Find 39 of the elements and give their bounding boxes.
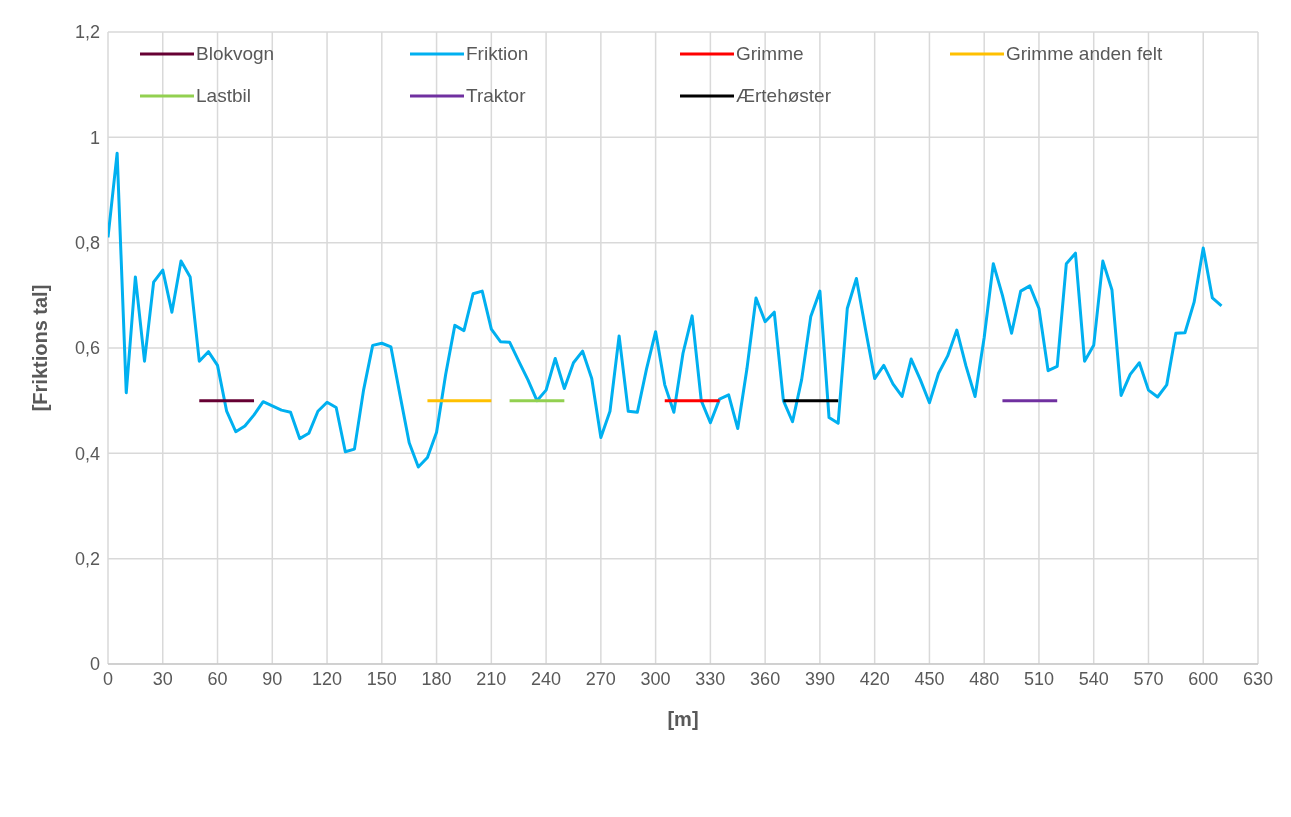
x-tick-label: 60 [207,668,228,689]
y-tick-label: 0 [89,654,100,675]
x-tick-label: 450 [914,668,945,689]
x-tick-label: 180 [421,668,452,689]
y-tick-label: 0,6 [74,338,100,359]
x-tick-label: 300 [640,668,671,689]
x-tick-label: 30 [152,668,173,689]
x-tick-label: 570 [1133,668,1164,689]
x-tick-label: 150 [366,668,397,689]
x-tick-label: 120 [312,668,343,689]
y-tick-label: 0,4 [74,443,100,464]
legend-label: Traktor [466,85,526,107]
y-tick-label: 0,2 [74,549,100,570]
x-tick-label: 420 [859,668,890,689]
x-tick-label: 240 [531,668,562,689]
x-tick-label: 270 [585,668,616,689]
x-tick-label: 90 [262,668,283,689]
x-tick-label: 390 [804,668,835,689]
x-tick-label: 540 [1078,668,1109,689]
x-tick-label: 330 [695,668,726,689]
x-axis-title: [m] [667,708,699,730]
x-tick-label: 630 [1242,668,1274,689]
x-tick-label: 480 [969,668,1000,689]
legend-label: Grimme anden felt [1006,43,1163,65]
legend-label: Blokvogn [196,43,275,65]
y-axis-title: [Friktions tal] [29,284,52,412]
legend-label: Friktion [466,43,529,65]
x-tick-label: 510 [1023,668,1054,689]
legend-label: Grimme [736,43,804,65]
y-tick-label: 1 [89,127,100,148]
legend-label: Lastbil [196,85,251,107]
line-series [108,151,1223,469]
x-tick-label: 600 [1188,668,1219,689]
y-tick-label: 0,8 [74,233,100,254]
x-tick-label: 0 [102,668,114,689]
y-tick-label: 1,2 [74,22,100,43]
x-tick-label: 210 [476,668,507,689]
legend-label: Ærtehøster [736,85,832,107]
x-tick-label: 360 [750,668,781,689]
